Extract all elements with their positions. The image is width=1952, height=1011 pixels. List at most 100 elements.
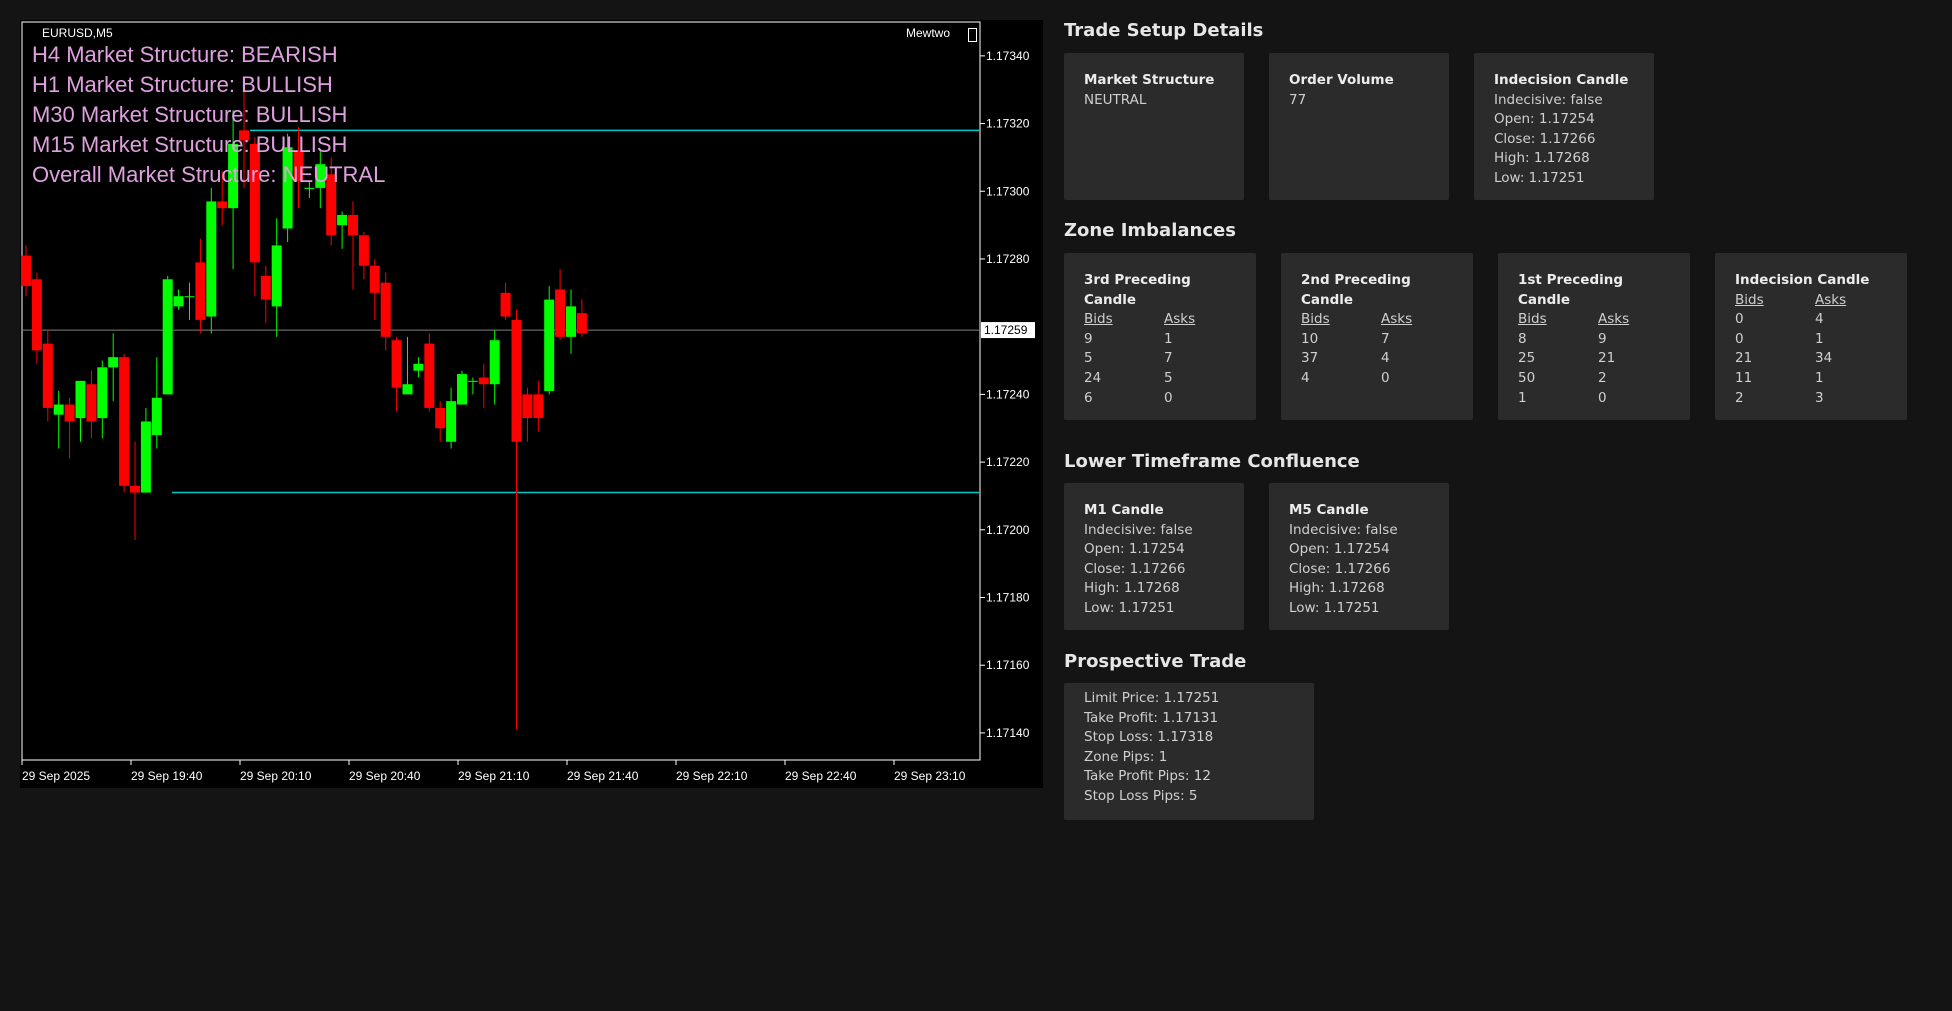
bullish-candle: [75, 380, 86, 419]
bullish-candle: [544, 299, 555, 391]
bearish-candle: [31, 279, 42, 351]
m1-candle-card: M1 Candle Indecisive: false Open: 1.1725…: [1064, 483, 1244, 630]
low-value: Low: 1.17251: [1084, 599, 1175, 616]
bearish-candle: [249, 143, 260, 263]
bid-cell: 4: [1301, 369, 1310, 386]
low-value: Low: 1.17251: [1289, 599, 1380, 616]
bearish-candle: [42, 343, 53, 408]
bid-cell: 1: [1518, 389, 1527, 406]
close-value: Close: 1.17266: [1289, 560, 1391, 577]
bid-cell: 0: [1735, 311, 1744, 328]
bids-header: Bids: [1518, 311, 1547, 328]
bullish-candle: [489, 340, 500, 385]
indecisive-value: Indecisive: false: [1494, 91, 1603, 108]
zone-pips-value: Zone Pips: 1: [1084, 748, 1168, 765]
high-value: High: 1.17268: [1289, 580, 1385, 597]
ask-cell: 0: [1164, 389, 1173, 406]
limit-price-value: Limit Price: 1.17251: [1084, 690, 1220, 706]
zone-card-1st-preceding: 1st Preceding Candle Bids Asks 8 9 25 21…: [1498, 253, 1690, 420]
price-tick-label: 1.17240: [986, 387, 1030, 401]
bids-header: Bids: [1735, 291, 1764, 308]
bearish-candle: [326, 174, 337, 236]
bullish-candle: [402, 384, 413, 395]
card-title: Market Structure: [1084, 72, 1215, 88]
bearish-candle: [130, 485, 140, 493]
bearish-candle: [21, 255, 31, 287]
price-tick-label: 1.17180: [986, 591, 1030, 605]
bullish-candle: [184, 296, 195, 298]
indecision-candle-card: Indecision Candle Indecisive: false Open…: [1474, 53, 1654, 200]
expert-advisor-icon[interactable]: [968, 28, 977, 42]
close-value: Close: 1.17266: [1084, 560, 1186, 577]
indecisive-value: Indecisive: false: [1084, 521, 1193, 538]
bullish-candle: [304, 187, 315, 189]
bid-cell: 6: [1084, 389, 1093, 406]
bullish-candle: [282, 147, 293, 229]
time-tick-label: 29 Sep 21:10: [458, 769, 530, 783]
card-title: Indecision Candle: [1735, 272, 1870, 288]
m30-structure-label: M30 Market Structure: BULLISH: [32, 102, 348, 127]
close-value: Close: 1.17266: [1494, 130, 1596, 147]
bullish-candle: [457, 374, 467, 405]
bid-cell: 37: [1301, 350, 1319, 367]
bid-cell: 5: [1084, 350, 1093, 367]
h4-structure-label: H4 Market Structure: BEARISH: [32, 42, 338, 67]
card-title: Order Volume: [1289, 72, 1394, 88]
bullish-candle: [566, 306, 576, 337]
bullish-candle: [53, 404, 64, 415]
time-tick-label: 29 Sep 22:10: [676, 769, 748, 783]
price-tick-label: 1.17200: [986, 523, 1030, 537]
card-title: Indecision Candle: [1494, 72, 1629, 88]
bearish-candle: [576, 313, 587, 334]
asks-header: Asks: [1381, 311, 1413, 328]
prospective-trade-card: Limit Price: 1.17251 Take Profit: 1.1713…: [1064, 683, 1314, 820]
bullish-candle: [173, 296, 184, 307]
order-volume-value: 77: [1289, 91, 1307, 108]
bullish-candle: [446, 401, 457, 442]
bearish-candle: [391, 340, 402, 388]
bid-cell: 9: [1084, 330, 1093, 347]
ask-cell: 21: [1598, 350, 1616, 367]
bid-cell: 50: [1518, 369, 1536, 386]
take-profit-value: Take Profit: 1.17131: [1084, 709, 1219, 726]
ask-cell: 0: [1598, 389, 1607, 406]
low-value: Low: 1.17251: [1494, 169, 1585, 186]
indecisive-value: Indecisive: false: [1289, 521, 1398, 538]
bid-cell: 10: [1301, 330, 1319, 347]
bullish-candle: [97, 367, 108, 419]
expert-advisor-label: Mewtwo: [906, 26, 951, 40]
bearish-candle: [380, 282, 391, 337]
ask-cell: 7: [1381, 330, 1390, 347]
bid-cell: 24: [1084, 369, 1102, 386]
card-title: 3rd Preceding Candle: [1084, 272, 1191, 308]
bullish-candle: [271, 245, 282, 307]
bullish-candle: [467, 380, 478, 382]
time-tick-label: 29 Sep 20:10: [240, 769, 312, 783]
h1-structure-label: H1 Market Structure: BULLISH: [32, 72, 333, 97]
price-tick-label: 1.17220: [986, 455, 1030, 469]
zone-card-2nd-preceding: 2nd Preceding Candle Bids Asks 10 7 37 4…: [1281, 253, 1473, 420]
market-structure-value: NEUTRAL: [1084, 91, 1147, 108]
open-value: Open: 1.17254: [1084, 541, 1185, 558]
card-title: 2nd Preceding Candle: [1301, 272, 1411, 308]
bearish-candle: [119, 357, 130, 486]
plot-frame: [21, 21, 981, 761]
time-tick-label: 29 Sep 23:10: [894, 769, 966, 783]
candlestick-chart[interactable]: 1.17340 1.17320 1.17300 1.17280 1.17240 1.172…: [20, 20, 1043, 788]
open-value: Open: 1.17254: [1494, 111, 1595, 128]
take-profit-pips-value: Take Profit Pips: 12: [1084, 768, 1211, 785]
zone-imbalances-heading: Zone Imbalances: [1064, 220, 1236, 241]
asks-header: Asks: [1815, 291, 1847, 308]
ask-cell: 1: [1815, 330, 1824, 347]
chart-symbol-label: EURUSD,M5: [42, 26, 113, 40]
ask-cell: 4: [1381, 350, 1390, 367]
ask-cell: 1: [1164, 330, 1173, 347]
ask-cell: 3: [1815, 389, 1824, 406]
time-tick-label: 29 Sep 21:40: [567, 769, 639, 783]
price-chart[interactable]: 1.17340 1.17320 1.17300 1.17280 1.17240 1.172…: [20, 20, 1043, 788]
bullish-candle: [228, 143, 239, 209]
bid-cell: 11: [1735, 369, 1753, 386]
price-tick-label: 1.17300: [986, 184, 1030, 198]
bullish-candle: [337, 214, 348, 226]
ask-cell: 5: [1164, 369, 1173, 386]
